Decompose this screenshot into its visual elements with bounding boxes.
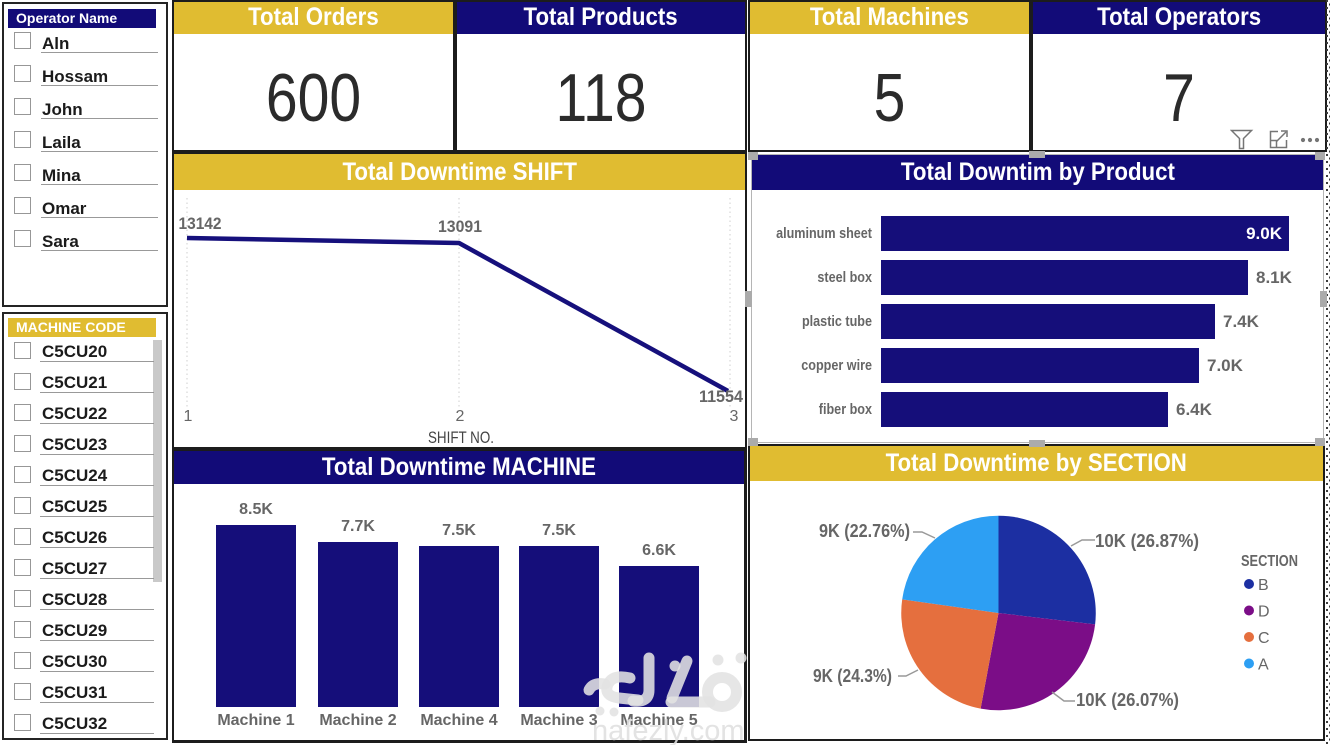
svg-text:SHIFT NO.: SHIFT NO.: [428, 428, 494, 445]
svg-text:3: 3: [730, 408, 739, 425]
svg-text:13142: 13142: [179, 214, 222, 233]
svg-text:A: A: [1258, 657, 1269, 674]
svg-text:13091: 13091: [438, 217, 482, 236]
svg-text:9K (24.3%): 9K (24.3%): [813, 666, 892, 686]
svg-text:2: 2: [456, 408, 465, 425]
svg-text:10K (26.07%): 10K (26.07%): [1076, 690, 1179, 710]
svg-text:D: D: [1258, 604, 1270, 621]
svg-text:C: C: [1258, 630, 1270, 647]
svg-text:11554: 11554: [699, 387, 744, 406]
svg-text:1: 1: [184, 408, 193, 425]
svg-text:nafezly.com: nafezly.com: [592, 715, 745, 745]
svg-text:B: B: [1258, 577, 1269, 594]
svg-text:SECTION: SECTION: [1241, 553, 1298, 570]
svg-text:9K (22.76%): 9K (22.76%): [819, 521, 910, 541]
svg-text:10K (26.87%): 10K (26.87%): [1095, 531, 1199, 551]
